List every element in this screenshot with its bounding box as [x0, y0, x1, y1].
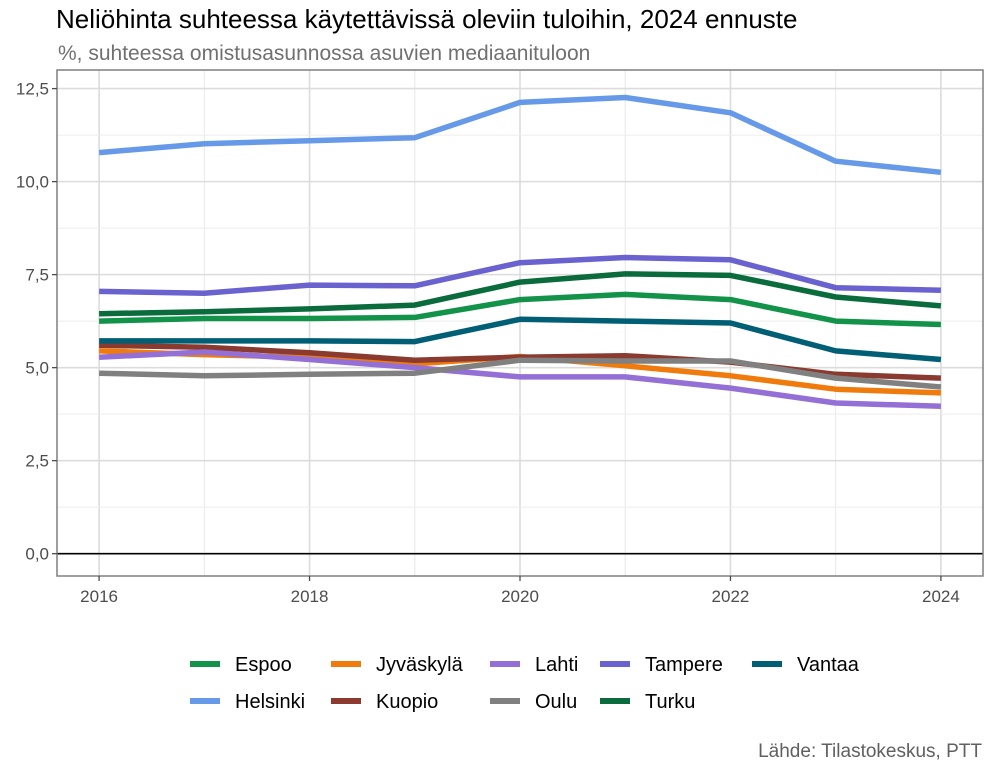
series-line-oulu [99, 357, 942, 390]
chart-title: Neliöhinta suhteessa käytettävissä olevi… [56, 4, 798, 34]
legend-label-helsinki: Helsinki [235, 691, 305, 713]
legend-swatch-turku [600, 698, 630, 704]
legend-swatch-espoo [190, 661, 220, 667]
legend-swatch-helsinki [190, 698, 220, 704]
series-lines [98, 94, 942, 410]
legend-label-jyväskylä: Jyväskylä [376, 654, 464, 676]
x-tick-label: 2018 [291, 587, 329, 606]
y-tick-label: 0,0 [25, 545, 49, 564]
legend-label-tampere: Tampere [645, 654, 723, 676]
legend-label-lahti: Lahti [535, 654, 578, 676]
y-tick-label: 2,5 [25, 452, 49, 471]
legend-swatch-kuopio [331, 698, 361, 704]
source-note: Lähde: Tilastokeskus, PTT [758, 741, 982, 762]
series-line-tampere [99, 254, 941, 296]
legend-swatch-tampere [600, 661, 630, 667]
legend-label-oulu: Oulu [535, 691, 577, 713]
series-line-vantaa [99, 316, 942, 363]
chart-subtitle: %, suhteessa omistusasunnossa asuvien me… [58, 42, 591, 65]
x-tick-label: 2016 [80, 587, 118, 606]
legend-label-vantaa: Vantaa [797, 654, 860, 676]
y-tick-label: 12,5 [16, 80, 49, 99]
y-tick-label: 5,0 [25, 359, 49, 378]
legend-swatch-jyväskylä [331, 661, 361, 667]
y-tick-label: 7,5 [25, 266, 49, 285]
series-line-espoo [99, 291, 941, 328]
legend-label-espoo: Espoo [235, 654, 292, 676]
legend-swatch-lahti [490, 661, 520, 667]
legend-label-kuopio: Kuopio [376, 691, 438, 713]
series-line-lahti [98, 349, 941, 410]
y-tick-label: 10,0 [16, 173, 49, 192]
legend-label-turku: Turku [645, 691, 695, 713]
legend-swatch-oulu [490, 698, 520, 704]
x-tick-label: 2020 [501, 587, 539, 606]
legend-swatch-vantaa [752, 661, 782, 667]
legend: Espoo Helsinki Jyväskylä Kuopio Lahti Oulu Tam… [190, 654, 860, 713]
axes: 0,0 2,5 5,0 7,5 10,0 12,5 2016 2018 2020 2022 2024 [16, 80, 960, 606]
series-line-helsinki [98, 94, 942, 176]
x-tick-label: 2022 [712, 587, 750, 606]
series-line-turku [99, 271, 942, 317]
x-tick-label: 2024 [922, 587, 960, 606]
